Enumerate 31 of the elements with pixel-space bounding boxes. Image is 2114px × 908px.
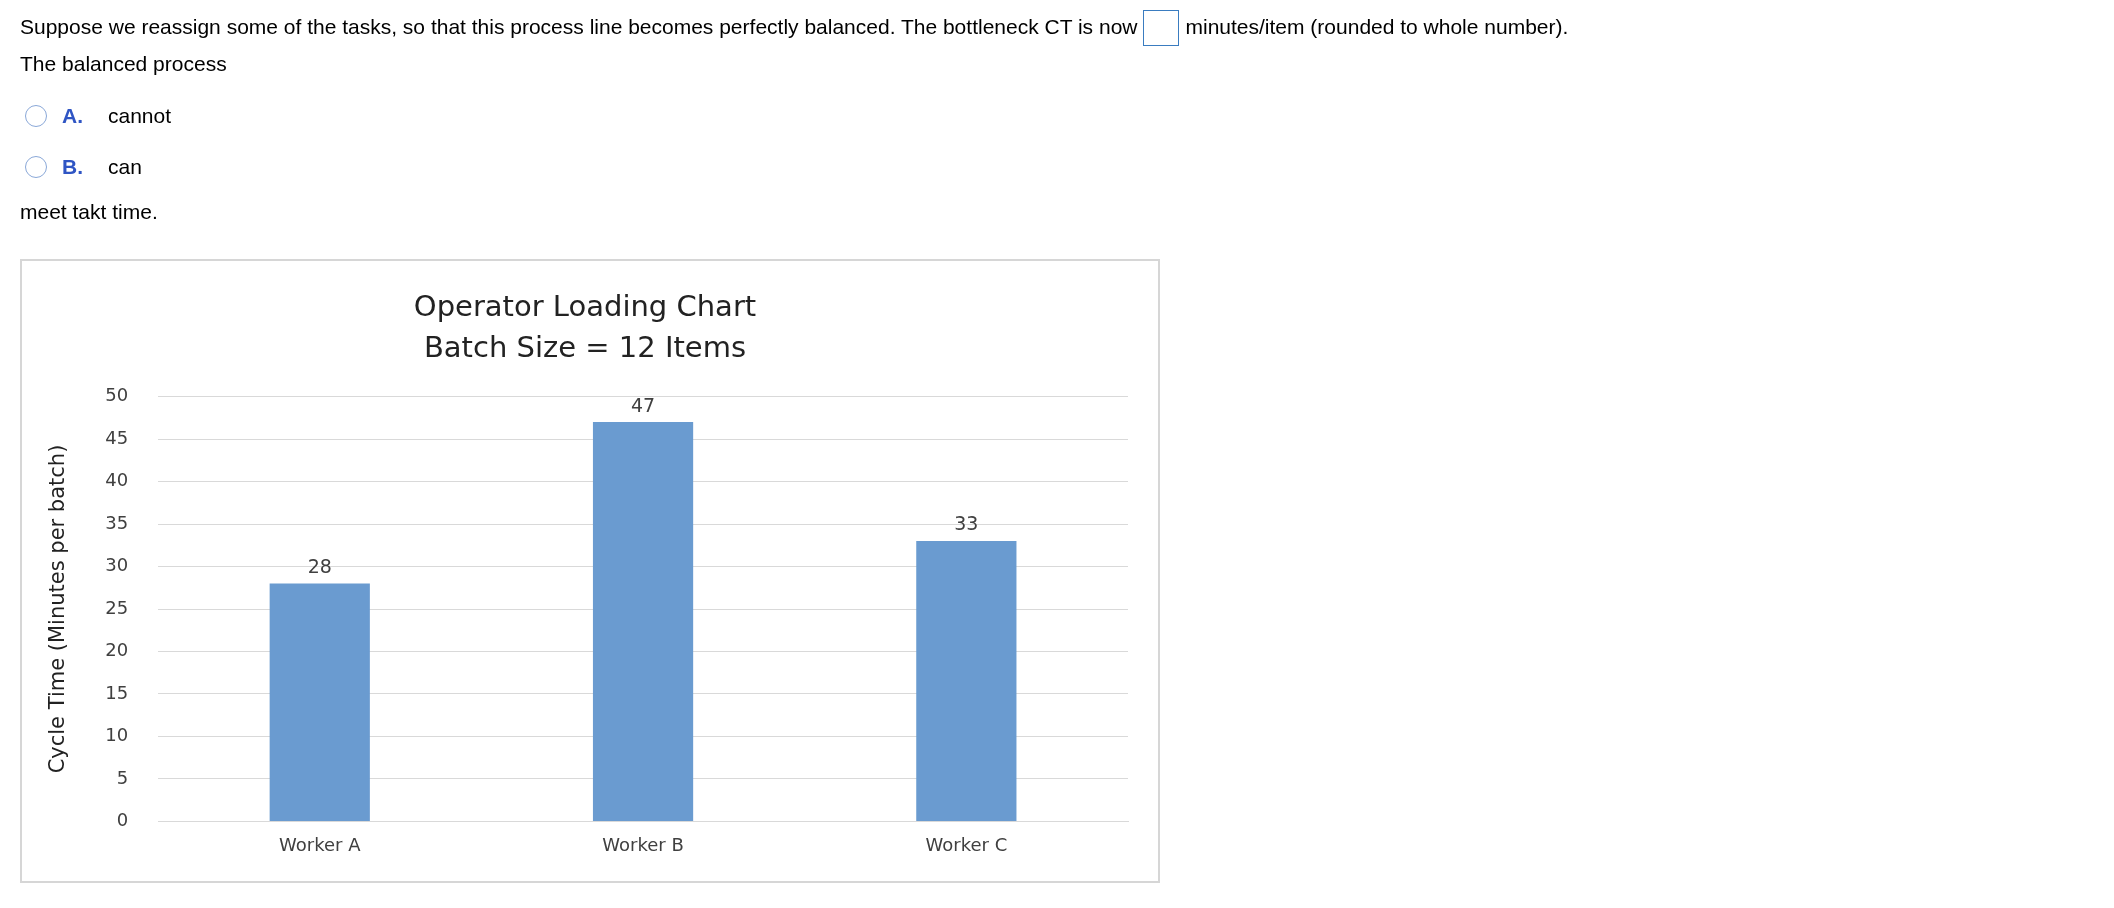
bar [269,583,370,821]
x-tick-label: Worker A [279,833,362,855]
text: B. [62,155,83,179]
bar [916,541,1017,821]
chart-subtitle: Batch Size = 12 Items [423,329,747,364]
y-tick-label: 5 [116,766,129,788]
data-label: 33 [954,512,979,535]
chart-title: Operator Loading Chart [413,288,757,323]
y-tick-label: 40 [105,469,129,491]
y-tick-label: 0 [116,809,129,831]
data-label: 28 [307,554,332,577]
text: can [108,155,142,179]
y-tick-label: 15 [105,681,129,703]
y-tick-label: 30 [105,554,129,576]
x-tick-label: Worker C [925,833,1008,855]
bar [592,422,694,821]
text: minutes/item (rounded to whole number). [1185,14,1569,38]
y-tick-label: 35 [105,511,129,533]
text: meet takt time. [20,200,158,224]
text: The balanced process [20,52,227,76]
y-tick-label: 50 [105,384,129,406]
y-tick-label: 10 [105,724,129,746]
y-axis-title: Cycle Time (Minutes per batch) [45,444,70,774]
text: A. [62,104,83,128]
y-tick-label: 25 [105,596,129,618]
text: cannot [108,104,172,128]
data-label: 47 [630,393,656,416]
x-tick-label: Worker B [602,833,684,855]
y-tick-label: 20 [105,639,129,661]
text: Suppose we reassign some of the tasks, so that this process line becomes perfectly balanced. The bottleneck CT is now [20,14,1138,38]
y-tick-label: 45 [105,426,129,448]
